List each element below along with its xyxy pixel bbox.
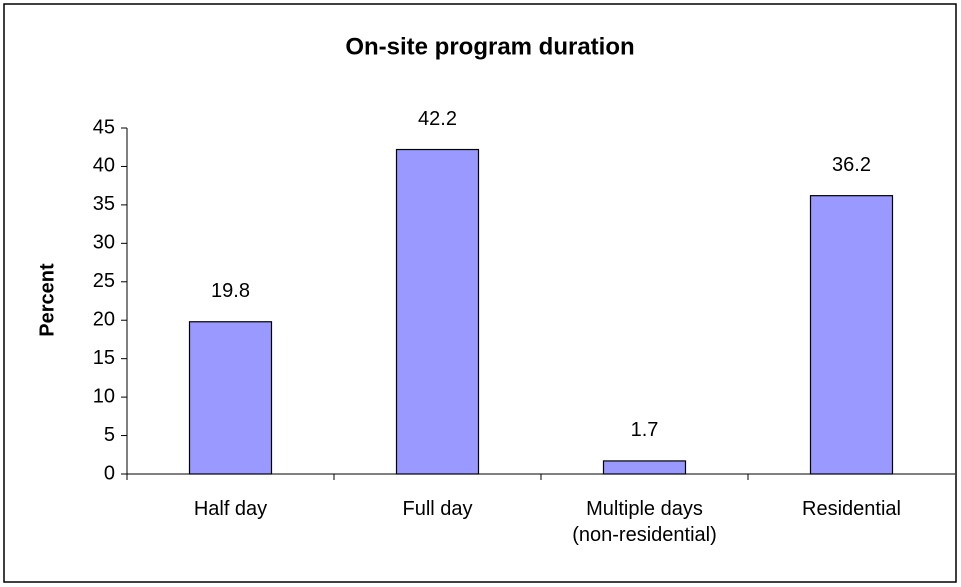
bar (188, 321, 273, 475)
bar (809, 195, 894, 475)
data-label: 1.7 (631, 419, 659, 441)
y-tick-label: 0 (104, 462, 115, 484)
data-label: 19.8 (211, 280, 250, 302)
y-tick-label: 30 (93, 232, 115, 254)
x-tick-label: Residential (802, 498, 901, 520)
chart-border (3, 3, 957, 583)
bar (395, 148, 480, 475)
data-label: 42.2 (418, 108, 457, 130)
y-tick-label: 10 (93, 385, 115, 407)
y-tick-label: 20 (93, 309, 115, 331)
x-tick-label: Half day (193, 498, 268, 520)
bar (602, 460, 687, 475)
y-tick-label: 40 (93, 155, 115, 177)
y-tick-label: 5 (104, 424, 115, 446)
x-tick-label: Multiple days (non-residential) (572, 498, 717, 546)
y-axis-label: Percent (36, 263, 58, 337)
y-tick-label: 25 (93, 270, 115, 292)
chart-title: On-site program duration (345, 33, 634, 60)
y-tick-label: 15 (93, 347, 115, 369)
y-tick-label: 45 (93, 116, 115, 138)
x-tick-label: Full day (402, 498, 473, 520)
y-tick-label: 35 (93, 193, 115, 215)
data-label: 36.2 (832, 154, 871, 176)
